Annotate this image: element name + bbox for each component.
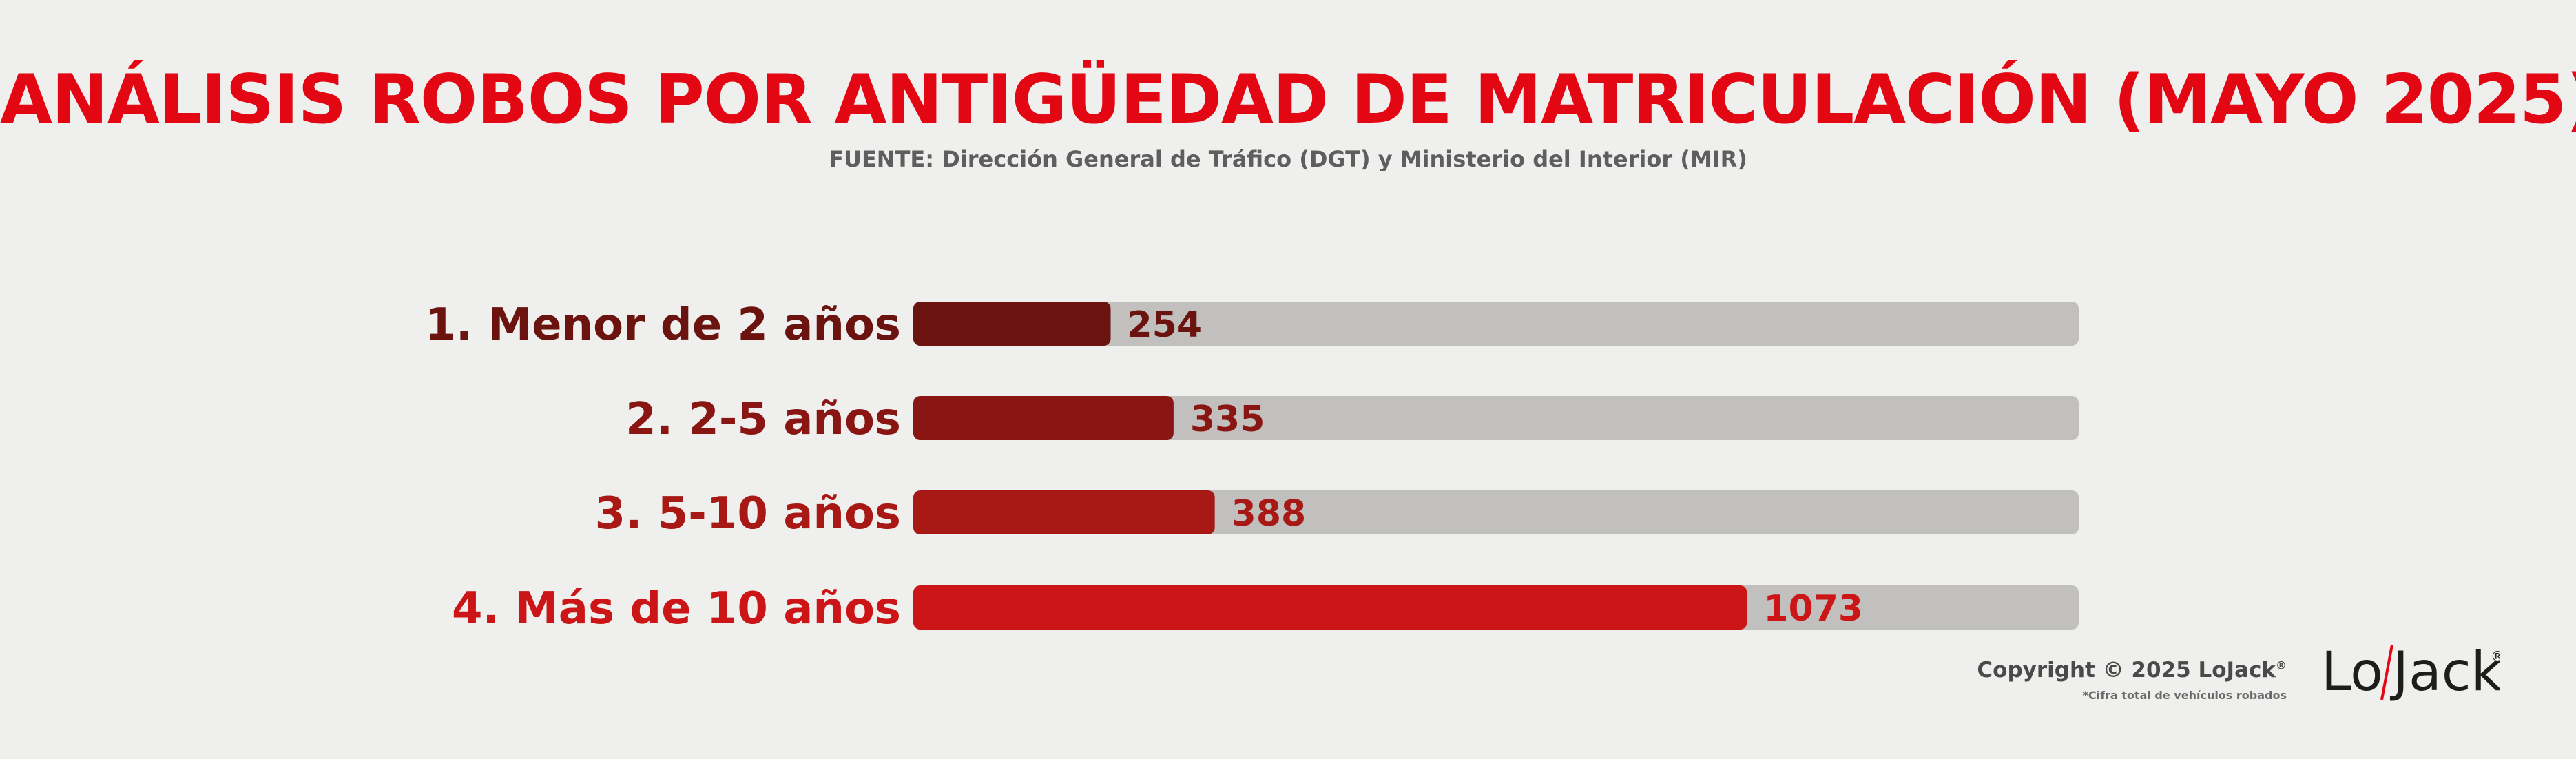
- category-label: 3. 5-10 años: [595, 488, 901, 539]
- data-label: 254: [1128, 304, 1203, 346]
- logo-slash: [2380, 644, 2393, 700]
- chart-subtitle: FUENTE: Dirección General de Tráfico (DG…: [829, 146, 1747, 172]
- data-label: 1073: [1763, 588, 1863, 630]
- registered-mark: ®: [2276, 658, 2287, 672]
- copyright-label: Copyright © 2025 LoJack: [1977, 658, 2276, 683]
- footnote-text: *Cifra total de vehículos robados: [2082, 689, 2287, 702]
- logo-registered-mark: ®: [2491, 648, 2500, 665]
- bar-track: [913, 302, 2079, 346]
- bar-track: [913, 396, 2079, 440]
- bar: [913, 490, 1215, 534]
- chart-title: ANÁLISIS ROBOS POR ANTIGÜEDAD DE MATRICU…: [0, 61, 2576, 139]
- logo-text-right: Jack: [2389, 641, 2500, 703]
- logo-text-left: Lo: [2321, 641, 2383, 703]
- data-label: 388: [1232, 493, 1307, 534]
- copyright-text: Copyright © 2025 LoJack®: [1977, 658, 2287, 683]
- bar: [913, 585, 1747, 630]
- category-label: 1. Menor de 2 años: [425, 300, 901, 351]
- lojack-logo: Lo Jack ®: [2321, 641, 2500, 703]
- category-label: 4. Más de 10 años: [452, 583, 901, 634]
- data-label: 335: [1190, 399, 1265, 440]
- category-label: 2. 2-5 años: [625, 394, 901, 445]
- bar: [913, 396, 1174, 440]
- bar: [913, 302, 1111, 346]
